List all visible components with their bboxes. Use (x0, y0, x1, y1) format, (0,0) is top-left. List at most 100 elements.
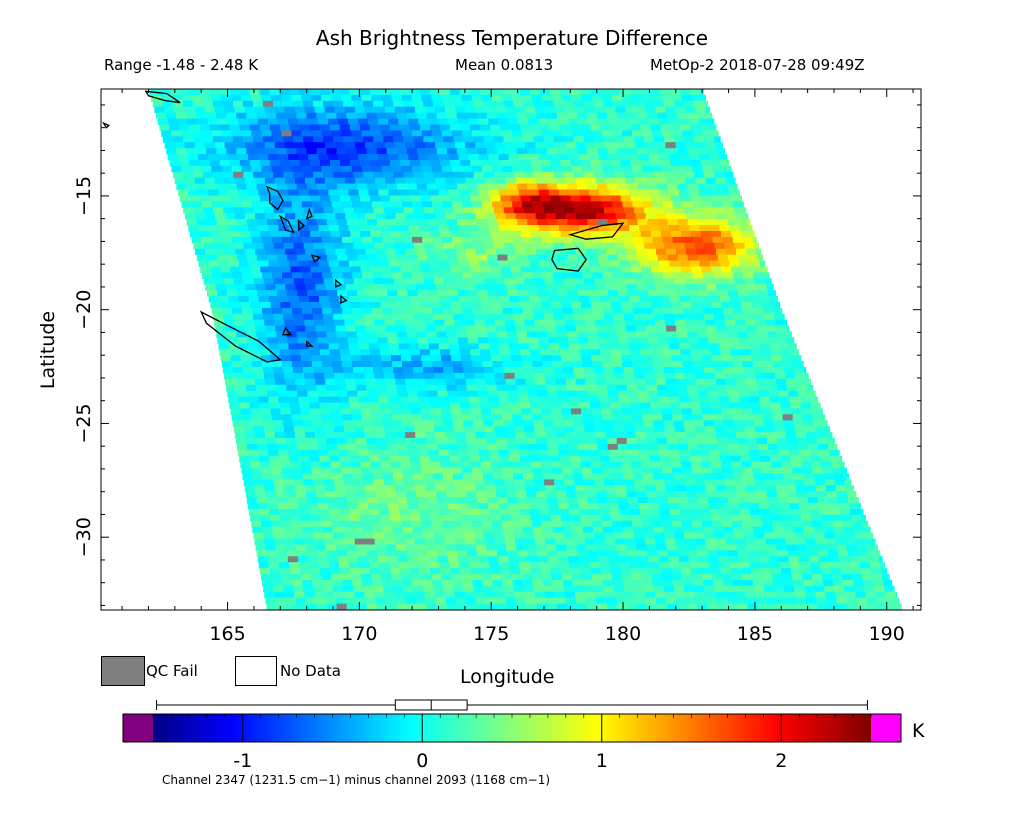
heatmap-cell (409, 402, 421, 409)
heatmap-cell (410, 349, 421, 356)
heatmap-cell (260, 461, 271, 469)
heatmap-cell (717, 219, 729, 226)
heatmap-cell (409, 562, 420, 569)
heatmap-cell (324, 485, 336, 492)
heatmap-cell (294, 591, 305, 599)
heatmap-cell (559, 296, 570, 303)
heatmap-cell (346, 183, 358, 191)
heatmap-cell (221, 272, 233, 279)
heatmap-cell (530, 266, 542, 273)
heatmap-cell (542, 526, 554, 534)
heatmap-cell (298, 562, 310, 569)
heatmap-cell (379, 402, 391, 409)
heatmap-cell (501, 408, 512, 415)
heatmap-cell (491, 520, 503, 528)
heatmap-cell (763, 272, 770, 279)
heatmap-cell (543, 207, 555, 214)
heatmap-cell (463, 313, 475, 321)
heatmap-cell (322, 361, 333, 368)
heatmap-cell (658, 556, 670, 563)
heatmap-cell (225, 284, 236, 291)
heatmap-cell (449, 260, 460, 267)
heatmap-cell (271, 520, 282, 528)
heatmap-cell (530, 402, 541, 409)
heatmap-cell (285, 378, 296, 386)
heatmap-cell (606, 491, 618, 498)
heatmap-cell (569, 396, 580, 404)
heatmap-cell (321, 130, 333, 137)
heatmap-cell (530, 231, 542, 238)
heatmap-cell (269, 402, 281, 409)
heatmap-cell (284, 432, 296, 439)
heatmap-cell (298, 396, 309, 404)
heatmap-cell (196, 219, 208, 226)
heatmap-cell (481, 408, 492, 415)
heatmap-cell (505, 177, 516, 185)
heatmap-cell (809, 562, 821, 569)
heatmap-cell (450, 266, 462, 273)
heatmap-cell (422, 526, 434, 534)
heatmap-cell (251, 414, 263, 421)
heatmap-cell (693, 420, 705, 427)
heatmap-cell (531, 355, 542, 362)
heatmap-cell (812, 520, 823, 528)
heatmap-cell (522, 414, 533, 421)
heatmap-cell (553, 420, 564, 427)
heatmap-cell (258, 225, 270, 232)
heatmap-cell (205, 213, 216, 220)
heatmap-cell (743, 367, 755, 374)
heatmap-cell (392, 272, 403, 279)
heatmap-cell (266, 331, 277, 338)
heatmap-cell (413, 532, 425, 540)
heatmap-cell (403, 479, 415, 486)
heatmap-cell (433, 585, 445, 593)
heatmap-cell (702, 361, 714, 368)
heatmap-cell (737, 497, 749, 504)
heatmap-cell (329, 89, 341, 96)
heatmap-cell (758, 290, 769, 297)
heatmap-cell (550, 514, 562, 522)
heatmap-cell (582, 361, 594, 368)
heatmap-cell (438, 225, 450, 232)
heatmap-cell (663, 420, 675, 427)
heatmap-cell (498, 154, 510, 161)
heatmap-cell (677, 148, 688, 155)
heatmap-cell (361, 520, 372, 528)
heatmap-cell (344, 106, 356, 114)
heatmap-cell (316, 550, 328, 557)
heatmap-cell (183, 207, 194, 214)
heatmap-cell (399, 562, 410, 569)
heatmap-cell (422, 307, 433, 315)
heatmap-cell (731, 355, 743, 362)
heatmap-cell (687, 183, 698, 191)
heatmap-cell (551, 302, 562, 309)
heatmap-cell (423, 171, 435, 179)
heatmap-cell (384, 426, 395, 433)
heatmap-cell (514, 278, 525, 285)
heatmap-cell (818, 443, 829, 451)
heatmap-cell (252, 526, 263, 534)
heatmap-cell (278, 154, 289, 161)
heatmap-cell (331, 574, 342, 581)
heatmap-cell (261, 94, 272, 102)
heatmap-cell (398, 154, 409, 161)
heatmap-cell (635, 142, 647, 149)
heatmap-cell (443, 585, 455, 593)
heatmap-cell (473, 367, 484, 374)
heatmap-cell (617, 148, 628, 155)
heatmap-cell (652, 94, 663, 102)
heatmap-cell (593, 313, 605, 321)
heatmap-cell (738, 337, 749, 344)
heatmap-cell (191, 165, 202, 173)
heatmap-cell (492, 272, 503, 279)
heatmap-cell (666, 544, 677, 551)
heatmap-cell (480, 195, 491, 202)
heatmap-cell (223, 207, 234, 214)
heatmap-cell (695, 142, 707, 149)
heatmap-cell (636, 284, 647, 291)
heatmap-cell (351, 467, 363, 475)
heatmap-cell (535, 142, 546, 149)
heatmap-cell (492, 307, 504, 315)
heatmap-cell (262, 307, 273, 315)
